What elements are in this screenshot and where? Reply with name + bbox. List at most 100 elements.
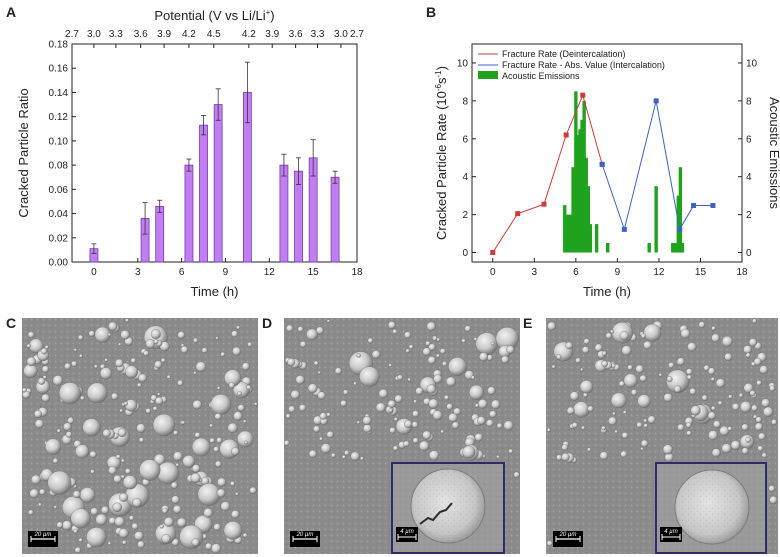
chart-a-top-tick-label: 2.7 xyxy=(350,29,364,40)
sem-particle xyxy=(193,337,199,343)
sem-particle xyxy=(490,399,501,410)
sem-particle xyxy=(755,416,762,423)
sem-particle xyxy=(738,393,744,398)
sem-particle xyxy=(236,325,241,330)
sem-particle xyxy=(711,448,721,458)
sem-particle xyxy=(724,352,733,361)
sem-particle xyxy=(622,410,627,415)
sem-particle xyxy=(413,399,418,404)
chart-b-acoustic-bar xyxy=(647,243,651,253)
sem-particle xyxy=(27,331,35,339)
sem-particle xyxy=(78,537,83,543)
chart-b-acoustic-bar xyxy=(576,134,580,253)
inset-scale-label-d: 4 µm xyxy=(400,529,413,535)
panel-label-b: B xyxy=(426,4,436,20)
sem-particle xyxy=(556,354,562,360)
chart-a-top-tick-label: 3.6 xyxy=(289,29,303,40)
micrograph-c: 20 µm xyxy=(22,318,258,554)
sem-particle xyxy=(331,453,336,458)
sem-particle xyxy=(711,333,720,343)
sem-particle xyxy=(152,413,176,437)
sem-particle xyxy=(306,328,318,341)
scale-label-e: 20 µm xyxy=(559,532,577,538)
sem-particle xyxy=(154,360,163,369)
sem-particle xyxy=(220,501,231,512)
sem-particle xyxy=(446,403,453,410)
sem-particle xyxy=(249,486,257,494)
sem-particle xyxy=(756,380,762,386)
sem-particle xyxy=(477,399,488,409)
sem-particle xyxy=(344,450,350,456)
sem-particle xyxy=(58,382,81,405)
sem-particle xyxy=(573,401,590,418)
sem-particle xyxy=(231,510,240,519)
chart-b-y-sup: -6 xyxy=(434,83,443,91)
sem-particle xyxy=(319,412,327,420)
sem-particle xyxy=(759,365,769,375)
sem-particle xyxy=(571,422,578,429)
sem-particle xyxy=(213,446,220,453)
sem-particle xyxy=(113,474,122,484)
micrograph-e: 20 µm 4 µm xyxy=(546,318,778,554)
sem-particle xyxy=(666,376,673,383)
sem-particle xyxy=(107,541,112,546)
chart-b-acoustic-bar xyxy=(671,243,675,253)
chart-b-line-deintercalation xyxy=(492,93,603,253)
chart-b-acoustic-bar xyxy=(584,157,588,253)
chart-b-acoustic-bar xyxy=(586,186,591,253)
sem-particle xyxy=(673,385,682,393)
sem-particle xyxy=(209,437,215,444)
sem-particle xyxy=(67,417,74,424)
sem-particle xyxy=(371,350,381,359)
chart-b-y-mid: s xyxy=(434,77,449,84)
chart-a-y-tick-label: 0.00 xyxy=(49,258,69,269)
sem-particle xyxy=(428,398,439,409)
sem-particle xyxy=(100,506,109,515)
chart-b-acoustic-bar xyxy=(654,186,658,253)
chart-b-y-sup2: -1 xyxy=(434,70,443,78)
chart-a-top-tick-label: 3.0 xyxy=(334,29,348,40)
sem-particle xyxy=(95,513,108,526)
chart-a-x-tick-label: 18 xyxy=(351,267,363,278)
sem-particle xyxy=(145,339,156,349)
sem-particle xyxy=(216,488,226,498)
legend-label-deintercalation: Fracture Rate (Deintercalation) xyxy=(502,49,626,59)
sem-particle xyxy=(394,394,403,403)
chart-b-y2-tick-label: 8 xyxy=(746,96,752,107)
sem-particle xyxy=(308,449,317,458)
chart-b-y-suffix: ) xyxy=(434,66,449,70)
sem-particle xyxy=(405,348,410,353)
sem-particle xyxy=(427,356,436,365)
sem-particle xyxy=(155,396,164,405)
sem-particle xyxy=(453,407,461,416)
sem-particle xyxy=(89,450,97,458)
sem-particle xyxy=(403,440,410,447)
sem-particle xyxy=(125,318,129,323)
sem-particle xyxy=(623,373,638,388)
sem-particle xyxy=(160,358,166,363)
sem-particle xyxy=(392,329,398,335)
sem-particle xyxy=(636,421,643,428)
sem-particle xyxy=(388,363,393,368)
sem-particle xyxy=(22,387,27,393)
sem-particle xyxy=(153,339,159,345)
sem-particle xyxy=(319,436,323,441)
chart-b-point-intercalation xyxy=(710,203,716,209)
sem-particle xyxy=(288,405,296,413)
sem-particle xyxy=(122,475,138,490)
sem-particle xyxy=(120,458,125,463)
sem-particle xyxy=(432,410,443,421)
sem-particle xyxy=(445,376,456,387)
sem-particle xyxy=(621,345,632,356)
sem-particle xyxy=(163,517,174,527)
sem-particle xyxy=(64,362,71,370)
sem-particle xyxy=(579,380,594,394)
sem-particle xyxy=(448,357,467,376)
chart-a-y-tick-label: 0.10 xyxy=(49,136,69,147)
sem-particle xyxy=(643,340,652,350)
chart-a-x-tick-label: 15 xyxy=(308,267,320,278)
chart-b-y-tick-label: 0 xyxy=(462,248,468,259)
sem-particle xyxy=(637,394,651,408)
chart-a-bar xyxy=(199,124,208,263)
chart-b-acoustic-bar xyxy=(678,167,683,253)
